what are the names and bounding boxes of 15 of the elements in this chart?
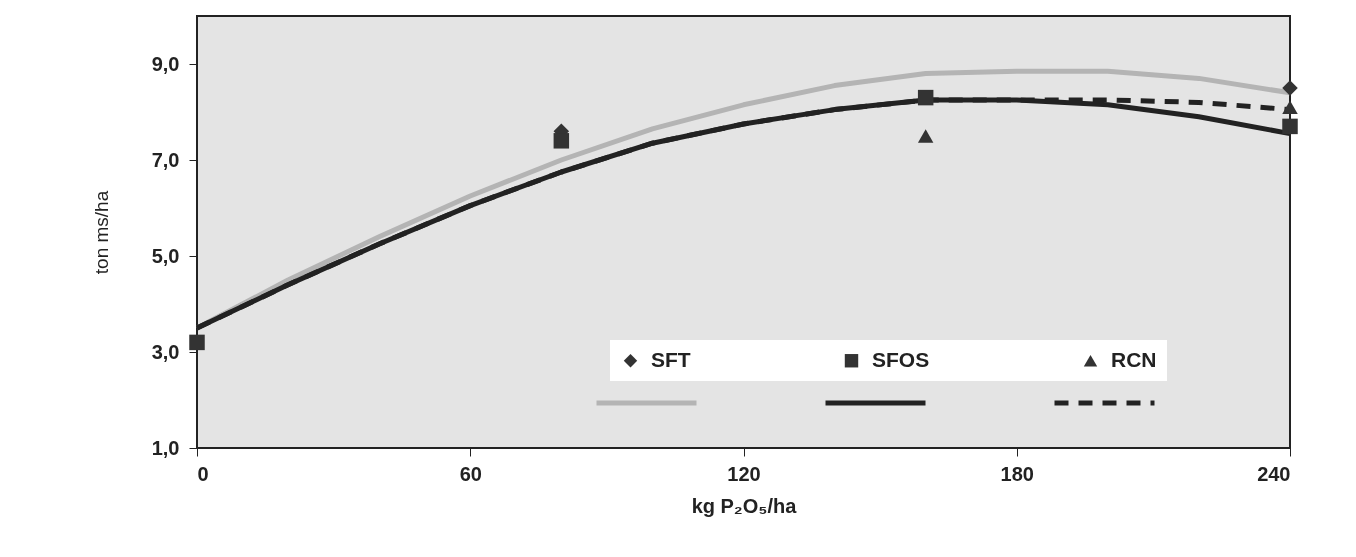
x-axis-title: kg P₂O₅/ha [691, 494, 798, 517]
y-tick-label: 7,0 [151, 148, 180, 171]
y-tick-label: 3,0 [151, 340, 180, 363]
x-tick-label: 180 [1000, 462, 1034, 485]
y-tick-label: 1,0 [151, 436, 180, 459]
legend-label: SFT [651, 347, 691, 371]
x-tick-label: 60 [459, 462, 482, 485]
x-tick-label: 0 [197, 462, 209, 485]
y-tick-label: 5,0 [151, 244, 180, 267]
x-tick-label: 120 [727, 462, 761, 485]
y-axis-title: ton ms/ha [90, 190, 112, 275]
legend-label: SFOS [872, 347, 930, 371]
y-tick-label: 9,0 [151, 52, 180, 75]
x-tick-label: 240 [1257, 462, 1291, 485]
legend-label: RCN [1111, 347, 1157, 371]
